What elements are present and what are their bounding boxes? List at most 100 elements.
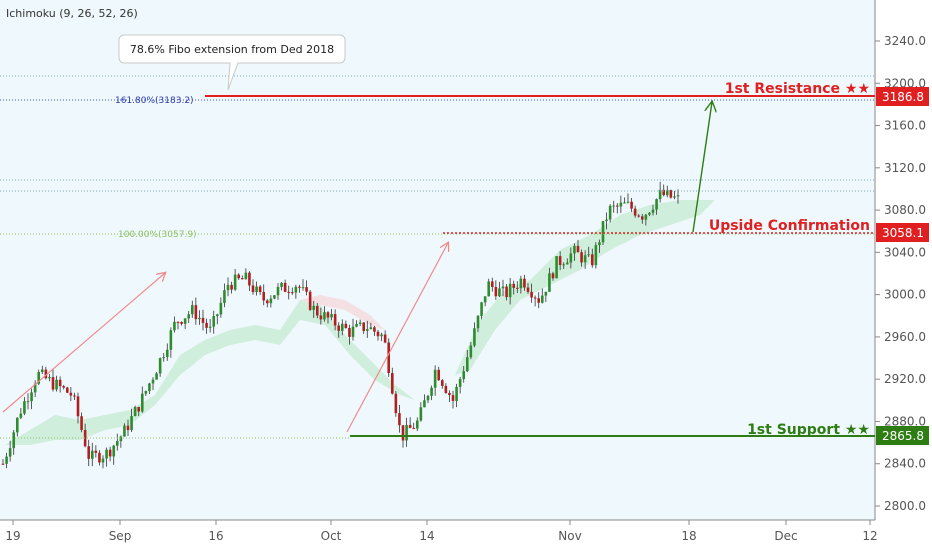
candle-body <box>669 190 673 198</box>
candle-body <box>505 286 508 298</box>
candle-body <box>258 286 262 293</box>
candle-body <box>119 436 123 442</box>
callout-text: 78.6% Fibo extension from Ded 2018 <box>130 43 334 56</box>
x-tick-label: 16 <box>208 529 223 543</box>
candle-body <box>440 380 444 386</box>
candle-body <box>444 385 448 393</box>
candle-body <box>205 322 208 328</box>
callout-box <box>118 34 346 91</box>
candle-body <box>65 387 69 393</box>
candle-body <box>537 298 541 303</box>
candle-body <box>212 316 216 327</box>
candle-body <box>19 413 23 418</box>
candle-body <box>240 278 244 280</box>
candle-body <box>362 322 366 331</box>
candle-body <box>540 295 544 303</box>
candle-body <box>319 315 323 320</box>
candle-body <box>8 448 12 457</box>
candle-body <box>387 342 391 373</box>
candle-body <box>619 202 623 207</box>
candle-body <box>308 291 312 310</box>
candle-body <box>401 425 405 441</box>
candle-body <box>298 286 301 288</box>
candle-body <box>1 463 5 465</box>
candle-body <box>98 452 101 463</box>
candle-body <box>230 284 233 290</box>
upside-confirmation-label: Upside Confirmation <box>709 218 870 234</box>
candle-body <box>140 393 144 412</box>
candle-body <box>12 432 16 449</box>
candle-body <box>305 287 308 292</box>
candle-body <box>573 245 576 254</box>
candle-body <box>58 379 62 387</box>
candle-body <box>190 305 194 315</box>
candle-body <box>126 425 130 431</box>
candle-body <box>158 358 162 374</box>
candle-body <box>180 321 183 324</box>
upside-confirmation-badge-text: 3058.1 <box>882 226 924 240</box>
candle-body <box>87 446 91 459</box>
candle-body <box>90 450 94 459</box>
candle-body <box>576 245 580 253</box>
candle-body <box>544 291 548 296</box>
ichimoku-cloud-early <box>5 300 415 445</box>
candle-body <box>494 286 498 297</box>
y-tick-label: 2840.0 <box>884 457 926 471</box>
time-axis <box>0 520 932 550</box>
candle-body <box>194 305 198 320</box>
candle-body <box>262 292 266 301</box>
y-tick-label: 3240.0 <box>884 34 926 48</box>
indicator-label: Ichimoku (9, 26, 52, 26) <box>6 7 138 20</box>
candle-body <box>312 305 316 310</box>
candle-body <box>598 242 601 246</box>
candle-body <box>265 300 269 304</box>
candle-body <box>437 369 441 381</box>
candle-body <box>473 328 476 346</box>
candle-body <box>337 325 341 331</box>
candle-body <box>523 278 526 288</box>
candle-body <box>130 416 133 431</box>
candle-body <box>394 393 398 414</box>
candle-body <box>283 282 287 292</box>
candle-body <box>555 256 558 279</box>
candle-body <box>323 312 326 320</box>
candle-body <box>80 416 83 430</box>
candle-body <box>390 372 394 394</box>
candle-body <box>508 283 512 298</box>
candle-body <box>55 379 58 390</box>
candle-body <box>480 302 483 316</box>
x-tick-label: 18 <box>681 529 696 543</box>
candle-body <box>15 417 19 433</box>
candle-body <box>490 281 494 287</box>
support-label: 1st Support ★★ <box>747 422 870 438</box>
y-tick-label: 3000.0 <box>884 288 926 302</box>
candle-body <box>226 284 230 291</box>
candle-body <box>344 323 348 328</box>
candle-body <box>580 252 583 263</box>
candle-body <box>248 272 251 286</box>
candle-body <box>83 429 87 447</box>
candle-body <box>208 326 212 328</box>
y-tick-label: 3160.0 <box>884 119 926 133</box>
candle-body <box>583 255 587 263</box>
candle-body <box>476 315 480 329</box>
candle-body <box>294 286 298 293</box>
candle-body <box>44 369 48 379</box>
candle-body <box>340 323 344 331</box>
candle-body <box>280 282 283 287</box>
candle-body <box>244 272 248 280</box>
candle-body <box>412 427 416 429</box>
candle-body <box>530 291 533 298</box>
candle-body <box>587 254 591 256</box>
support-badge <box>876 426 929 445</box>
candle-body <box>233 274 237 290</box>
candle-body <box>223 290 226 303</box>
candle-body <box>115 441 119 446</box>
y-tick-label: 2920.0 <box>884 372 926 386</box>
candle-body <box>326 312 330 318</box>
candle-body <box>558 256 562 265</box>
candle-body <box>237 274 241 279</box>
fib-161-label: 161.80%(3183.2) <box>115 96 194 106</box>
support-badge-text: 2865.8 <box>882 429 924 443</box>
